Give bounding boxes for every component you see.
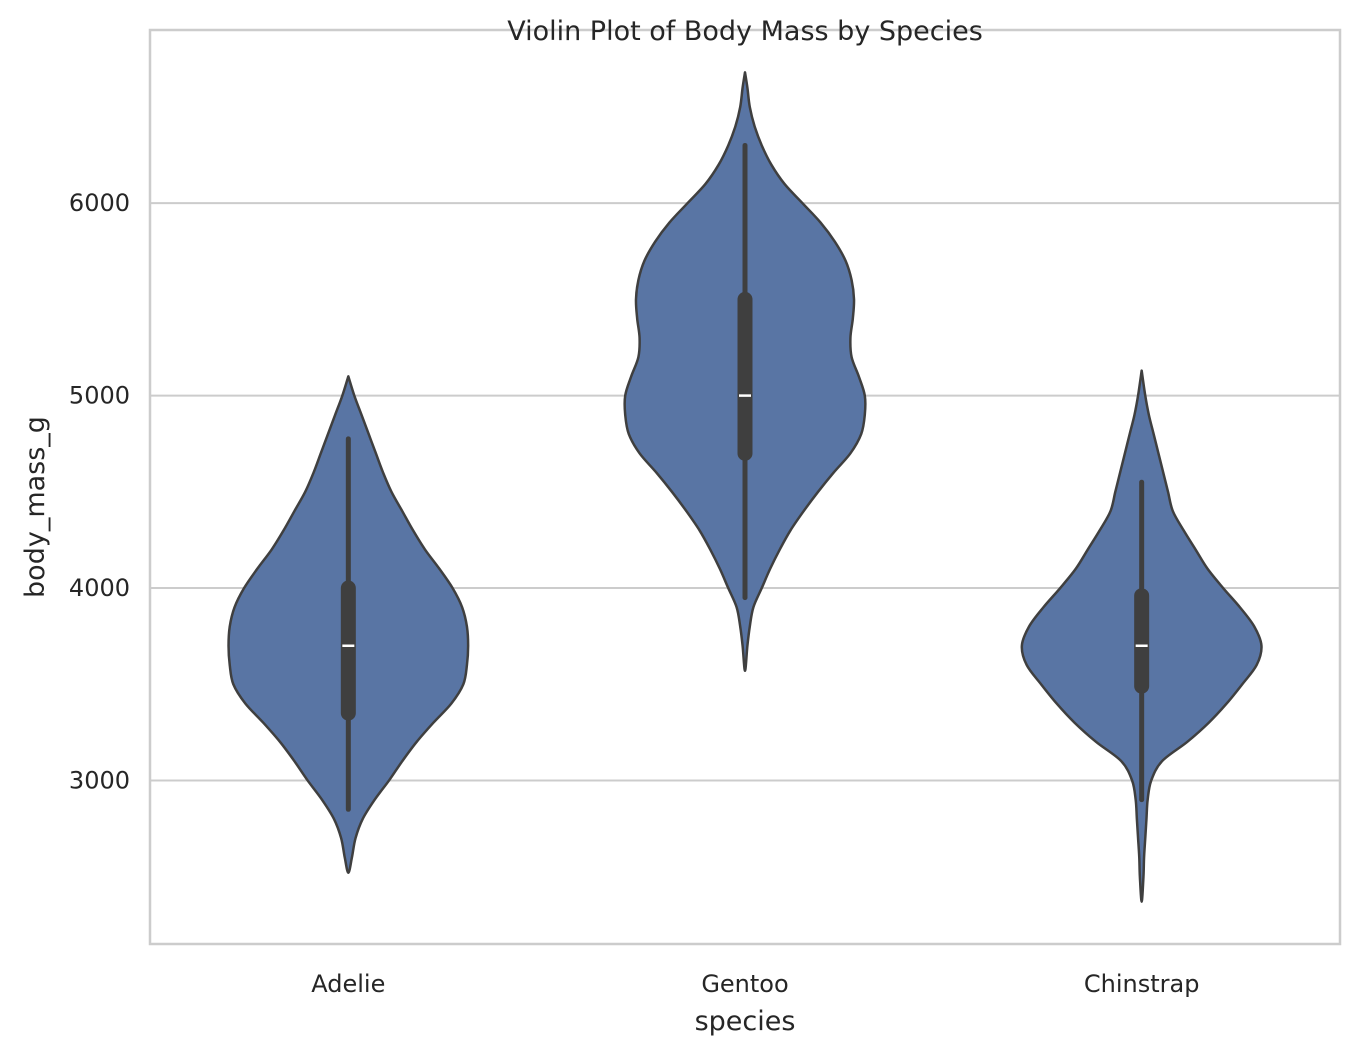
y-tick-labels: 3000 4000 5000 6000 — [69, 189, 130, 794]
violin-gentoo — [623, 71, 867, 673]
x-tick-labels: Adelie Gentoo Chinstrap — [311, 970, 1199, 998]
violins — [227, 71, 1263, 903]
y-tick-label: 5000 — [69, 382, 130, 410]
chart-title: Violin Plot of Body Mass by Species — [507, 16, 983, 47]
violin-chinstrap — [1020, 369, 1263, 903]
y-tick-label: 3000 — [69, 766, 130, 794]
x-tick-label: Chinstrap — [1084, 970, 1200, 998]
plot-frame — [148, 28, 1342, 946]
violin-adelie — [227, 375, 470, 875]
x-axis-label: species — [695, 1006, 796, 1037]
x-tick-label: Adelie — [311, 970, 385, 998]
y-tick-label: 4000 — [69, 574, 130, 602]
y-tick-label: 6000 — [69, 189, 130, 217]
x-tick-label: Gentoo — [701, 970, 788, 998]
y-axis-label: body_mass_g — [20, 416, 51, 598]
